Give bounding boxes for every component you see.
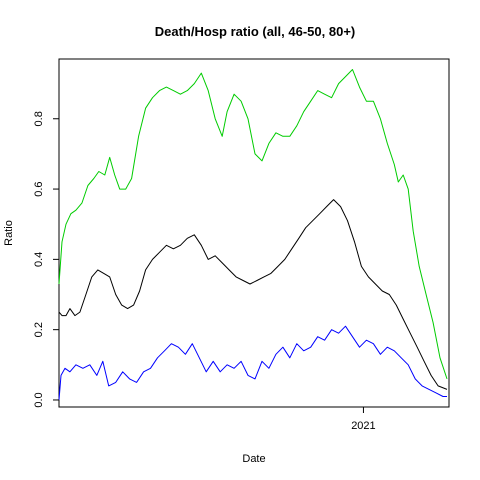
y-tick-label: 0.8 xyxy=(33,111,45,126)
series-line-3 xyxy=(58,325,447,401)
y-axis-label: Ratio xyxy=(3,220,15,246)
y-tick-label: 0.0 xyxy=(33,392,45,407)
x-axis: 2021 xyxy=(351,407,376,432)
series-line-2 xyxy=(58,199,448,390)
series-layer xyxy=(58,69,448,401)
y-tick-label: 0.6 xyxy=(33,181,45,196)
plot-area-frame xyxy=(58,58,450,408)
x-tick-label: 2021 xyxy=(351,420,375,432)
chart-title: Death/Hosp ratio (all, 46-50, 80+) xyxy=(155,24,355,39)
x-axis-label: Date xyxy=(242,453,265,465)
y-axis: 0.0 0.2 0.4 0.6 0.8 xyxy=(33,111,59,408)
series-line-1 xyxy=(58,69,448,380)
y-tick-label: 0.4 xyxy=(33,252,45,267)
y-tick-label: 0.2 xyxy=(33,322,45,337)
